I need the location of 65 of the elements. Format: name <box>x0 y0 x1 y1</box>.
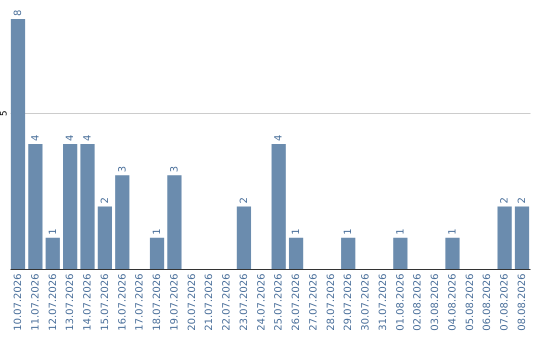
data-label: 2 <box>500 197 511 204</box>
bar <box>28 144 42 269</box>
data-label: 1 <box>152 228 164 235</box>
x-tick-label: 26.07.2026 <box>291 274 302 331</box>
x-tick-label: 28.07.2026 <box>326 274 337 331</box>
bar <box>236 206 252 269</box>
x-tick-label: 31.07.2026 <box>378 274 389 331</box>
x-tick-label: 08.08.2026 <box>517 274 528 331</box>
x-tick-label: 18.07.2026 <box>152 274 164 331</box>
bar <box>150 238 164 269</box>
bar <box>288 238 304 269</box>
x-tick-label: 16.07.2026 <box>117 274 128 331</box>
data-label: 4 <box>82 134 94 141</box>
x-tick-label: 25.07.2026 <box>274 274 285 331</box>
x-tick-label: 29.07.2026 <box>343 274 354 331</box>
data-label: 4 <box>30 134 42 141</box>
data-label: 1 <box>291 228 302 235</box>
x-tick-label: 19.07.2026 <box>169 274 180 331</box>
x-tick-label: 21.07.2026 <box>204 274 216 331</box>
x-tick-label: 11.07.2026 <box>30 274 42 331</box>
data-label: 2 <box>100 197 111 204</box>
data-label: 2 <box>517 197 528 204</box>
bar <box>10 19 26 269</box>
bar <box>514 206 530 269</box>
x-tick-label: 05.08.2026 <box>464 274 476 331</box>
x-tick-label: 15.07.2026 <box>100 274 111 331</box>
x-tick-label: 17.07.2026 <box>134 274 146 331</box>
data-label: 4 <box>274 134 285 141</box>
bar <box>498 206 512 269</box>
x-tick-label: 27.07.2026 <box>308 274 320 331</box>
bar <box>63 144 78 269</box>
bar <box>393 238 408 269</box>
x-tick-label: 06.08.2026 <box>482 274 494 331</box>
x-tick-label: 14.07.2026 <box>82 274 94 331</box>
x-tick-label: 12.07.2026 <box>48 274 59 331</box>
x-tick-label: 23.07.2026 <box>238 274 250 331</box>
x-tick-label: 13.07.2026 <box>65 274 76 331</box>
x-tick-label: 10.07.2026 <box>12 274 24 331</box>
data-label: 8 <box>12 10 24 16</box>
x-tick-label: 01.08.2026 <box>395 274 406 331</box>
bar <box>98 206 112 269</box>
y-tick-label: 5 <box>0 110 10 116</box>
bar <box>272 144 286 269</box>
x-tick-label: 04.08.2026 <box>447 274 458 331</box>
bar <box>445 238 460 269</box>
data-label: 3 <box>169 166 180 172</box>
bar <box>341 238 356 269</box>
x-tick-label: 30.07.2026 <box>360 274 372 331</box>
data-label: 1 <box>48 228 59 235</box>
data-label: 4 <box>65 134 76 141</box>
bar <box>80 144 95 269</box>
x-tick-label: 02.08.2026 <box>412 274 424 331</box>
x-tick-label: 07.08.2026 <box>500 274 511 331</box>
data-label: 3 <box>117 166 128 172</box>
bar <box>115 175 130 269</box>
data-label: 1 <box>343 228 354 235</box>
x-tick-label: 24.07.2026 <box>256 274 268 331</box>
bar <box>46 238 60 269</box>
data-label: 2 <box>238 197 250 204</box>
x-tick-label: 22.07.2026 <box>222 274 233 331</box>
data-label: 1 <box>447 228 458 235</box>
x-tick-label: 20.07.2026 <box>186 274 198 331</box>
data-label: 1 <box>395 228 406 235</box>
x-tick-label: 03.08.2026 <box>430 274 442 331</box>
bar <box>167 175 182 269</box>
